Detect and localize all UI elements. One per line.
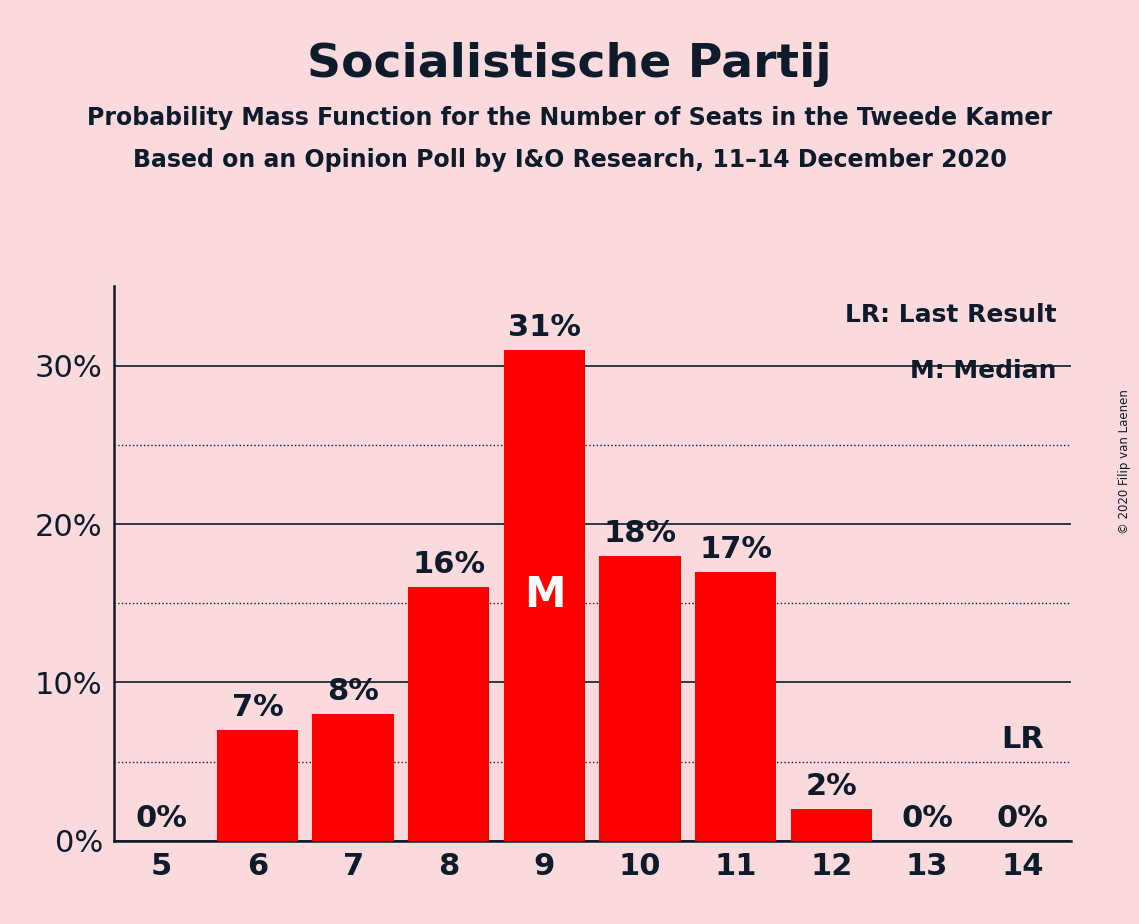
Bar	[408, 588, 490, 841]
Text: LR: LR	[1001, 724, 1044, 754]
Text: 18%: 18%	[604, 518, 677, 548]
Text: 0%: 0%	[136, 804, 188, 833]
Text: M: M	[524, 575, 565, 616]
Text: M: Median: M: Median	[910, 359, 1056, 383]
Text: © 2020 Filip van Laenen: © 2020 Filip van Laenen	[1118, 390, 1131, 534]
Text: 0%: 0%	[901, 804, 953, 833]
Text: 0%: 0%	[997, 804, 1049, 833]
Text: 17%: 17%	[699, 535, 772, 564]
Bar	[216, 730, 298, 841]
Bar	[599, 555, 681, 841]
Bar	[790, 809, 872, 841]
Bar	[503, 350, 585, 841]
Bar	[312, 714, 394, 841]
Text: LR: Last Result: LR: Last Result	[845, 303, 1056, 327]
Text: 31%: 31%	[508, 313, 581, 342]
Text: Based on an Opinion Poll by I&O Research, 11–14 December 2020: Based on an Opinion Poll by I&O Research…	[132, 148, 1007, 172]
Text: 8%: 8%	[327, 677, 379, 706]
Text: Socialistische Partij: Socialistische Partij	[308, 42, 831, 87]
Text: Probability Mass Function for the Number of Seats in the Tweede Kamer: Probability Mass Function for the Number…	[87, 106, 1052, 130]
Bar	[695, 572, 777, 841]
Text: 2%: 2%	[805, 772, 858, 801]
Text: 16%: 16%	[412, 551, 485, 579]
Text: 7%: 7%	[231, 693, 284, 722]
